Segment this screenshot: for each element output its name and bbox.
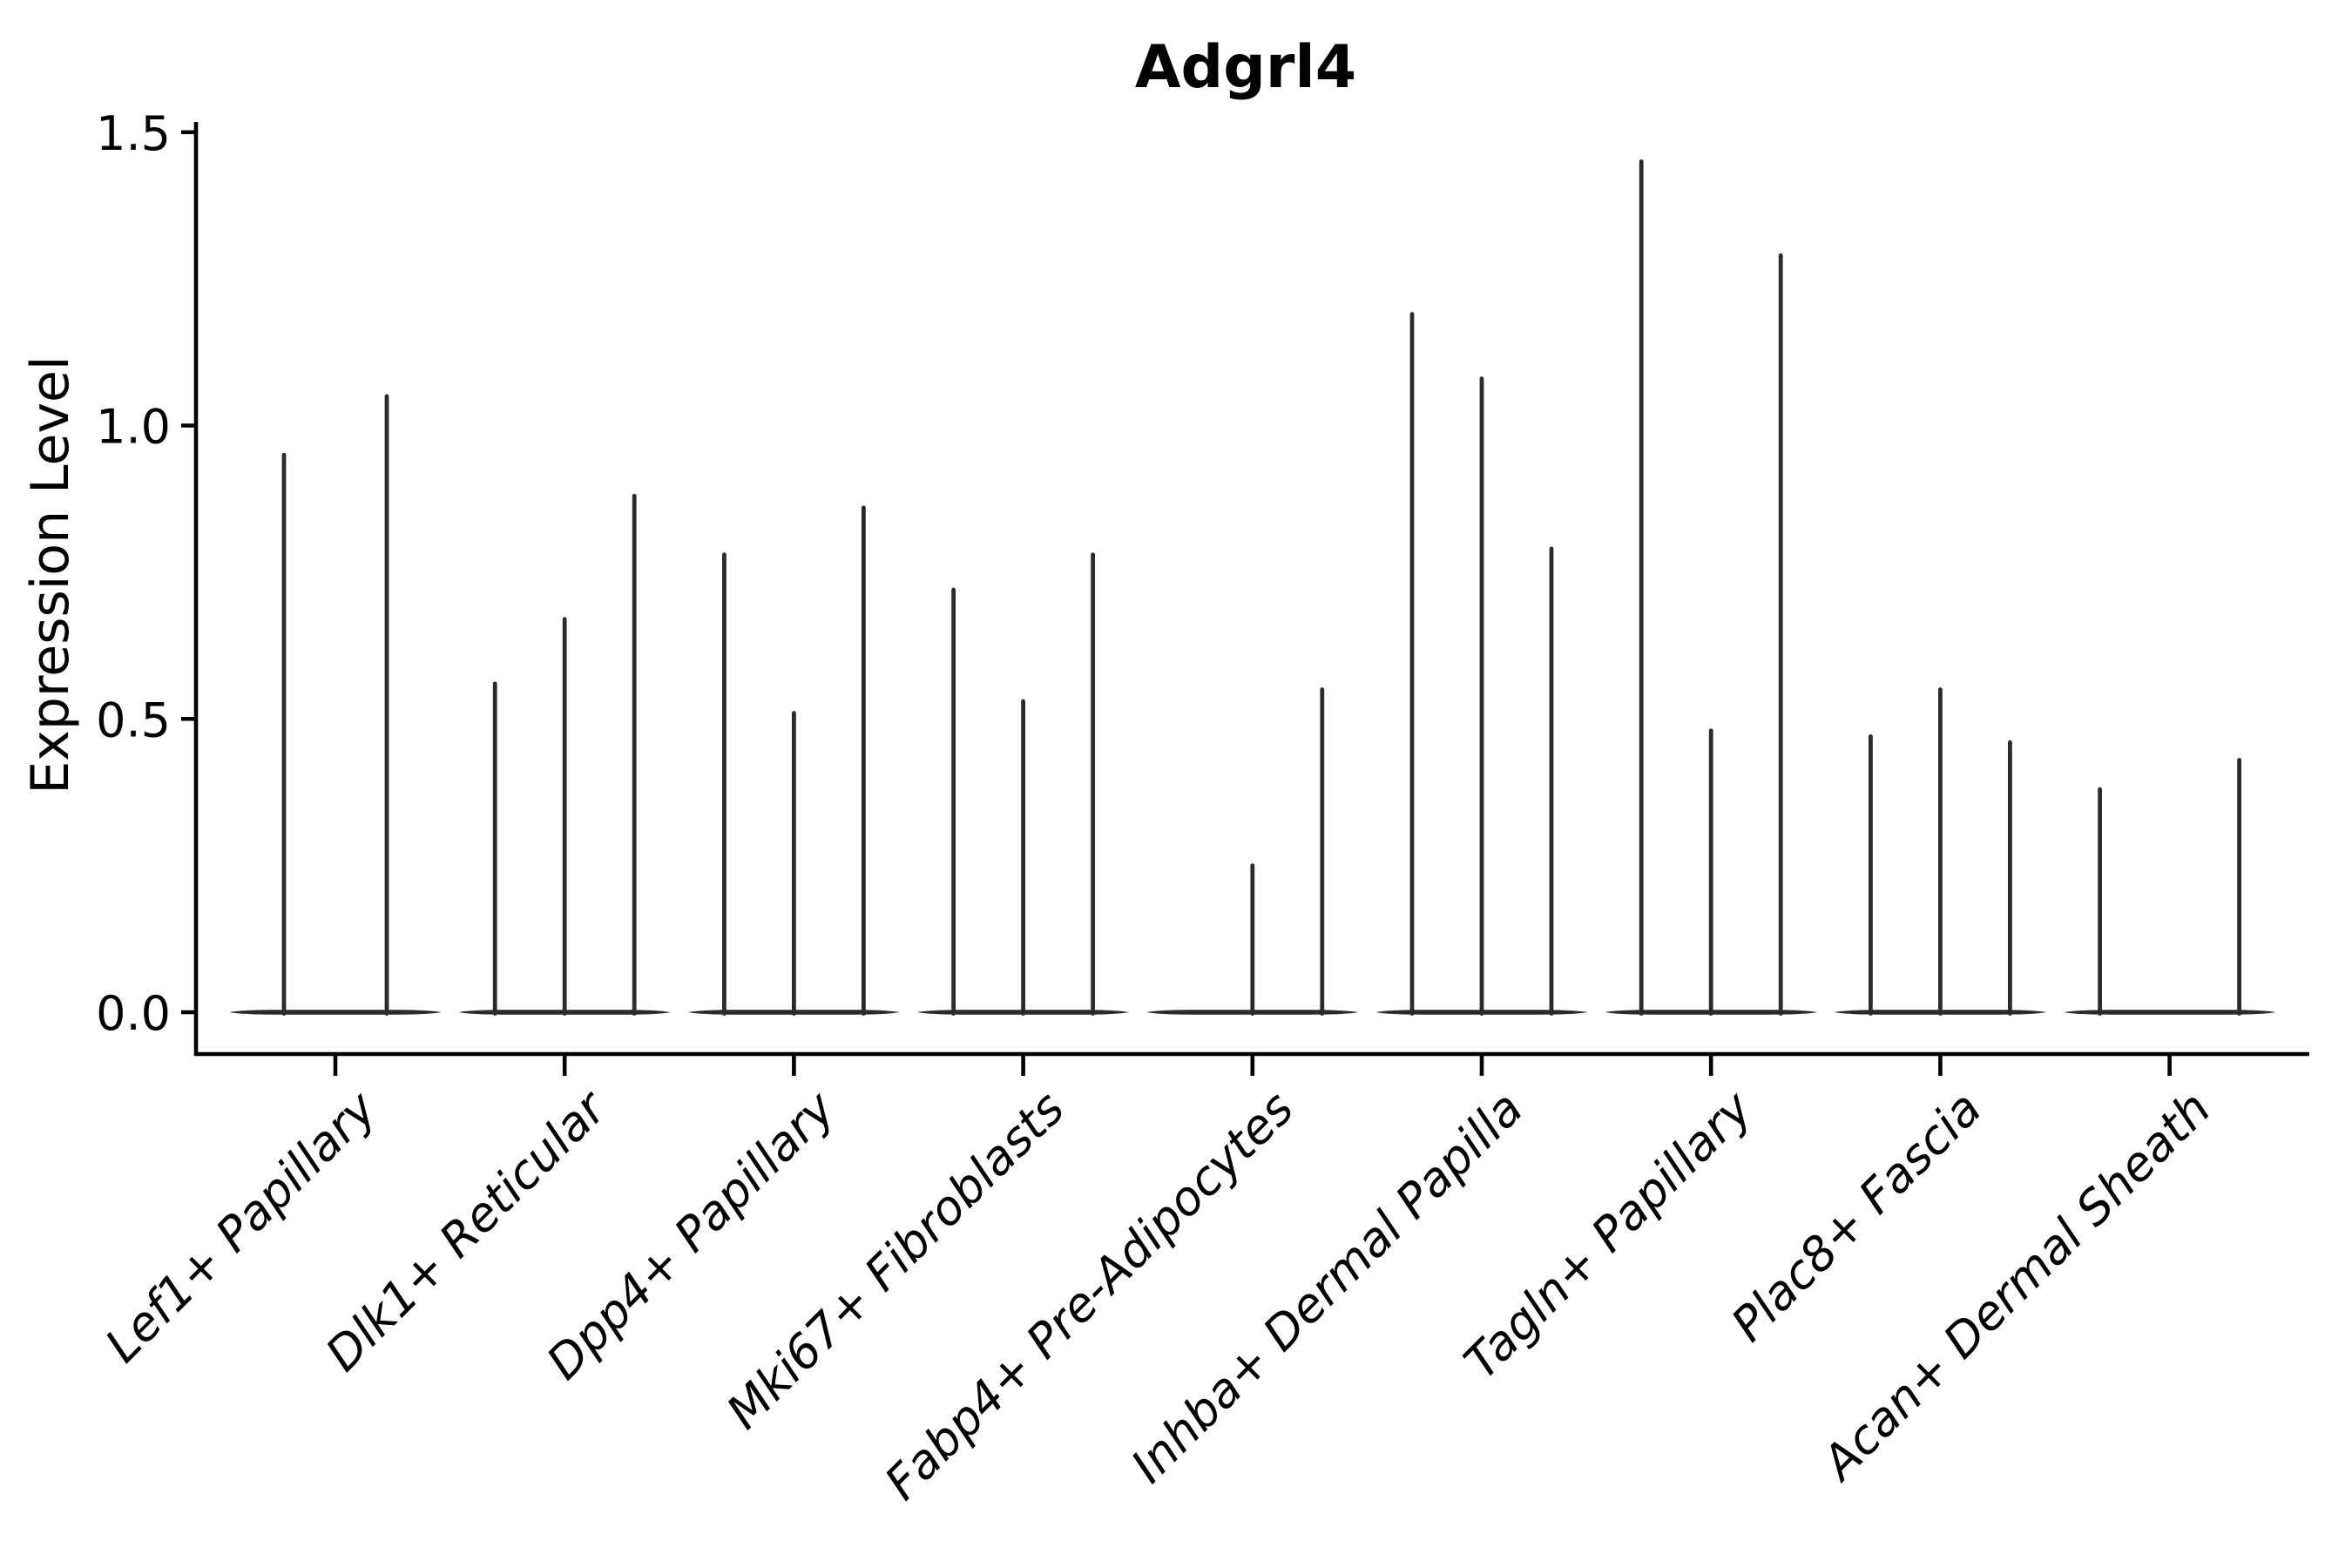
violin-base: [2063, 1010, 2276, 1015]
x-tick-label: Acan+ Dermal Sheath: [1810, 1081, 2221, 1492]
violin-group: [916, 552, 1130, 1016]
violin-group: [1834, 687, 2047, 1016]
violin-group: [1375, 312, 1588, 1016]
violin-group: [687, 505, 901, 1016]
y-tick-label: 1.0: [96, 400, 171, 455]
violin-group: [2063, 757, 2276, 1016]
violin-group: [229, 394, 442, 1016]
y-axis-label: Expression Level: [20, 355, 81, 794]
violin-group: [1146, 687, 1359, 1016]
violin-group: [458, 493, 672, 1016]
x-tick-label: Inhba+ Dermal Papilla: [1120, 1081, 1533, 1494]
y-tick-label: 0.0: [96, 986, 171, 1041]
violin-base: [229, 1010, 442, 1015]
violin-layer: [229, 159, 2276, 1016]
violin-group: [1605, 159, 1818, 1016]
y-tick-label: 1.5: [96, 106, 171, 161]
axes-spines: [193, 122, 2309, 1057]
x-tick-label: Fabp4+ Pre-Adipocytes: [875, 1081, 1304, 1511]
chart-title: Adgrl4: [1135, 33, 1356, 102]
y-tick-label: 0.5: [96, 693, 171, 747]
